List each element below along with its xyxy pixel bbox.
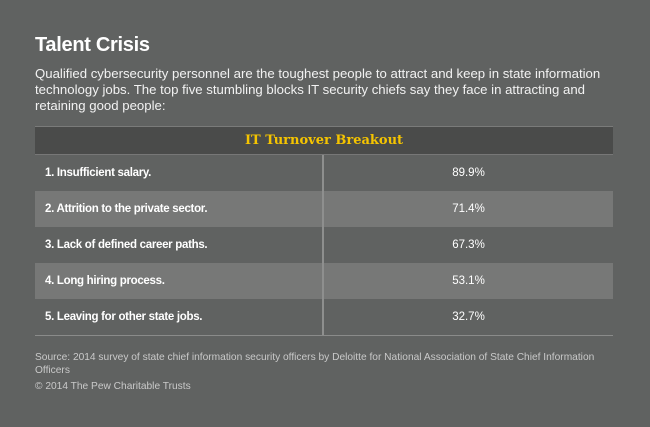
table-row: 3. Lack of defined career paths. 67.3% [35, 227, 613, 263]
turnover-table: IT Turnover Breakout 1. Insufficient sal… [35, 126, 613, 336]
row-label: 4. Long hiring process. [35, 263, 324, 299]
row-value: 32.7% [452, 311, 485, 323]
table-row: 2. Attrition to the private sector. 71.4% [35, 191, 613, 227]
row-label: 1. Insufficient salary. [35, 155, 324, 191]
table-row: 5. Leaving for other state jobs. 32.7% [35, 299, 613, 336]
table-row: 1. Insufficient salary. 89.9% [35, 155, 613, 191]
table-row: 4. Long hiring process. 53.1% [35, 263, 613, 299]
page-title: Talent Crisis [35, 34, 150, 56]
copyright: © 2014 The Pew Charitable Trusts [35, 381, 191, 392]
row-label: 3. Lack of defined career paths. [35, 227, 324, 263]
row-value: 53.1% [452, 275, 485, 287]
table-title: IT Turnover Breakout [35, 127, 613, 155]
row-label: 2. Attrition to the private sector. [35, 191, 324, 227]
row-label: 5. Leaving for other state jobs. [35, 299, 324, 335]
source-note: Source: 2014 survey of state chief infor… [35, 352, 595, 376]
row-value: 67.3% [452, 239, 485, 251]
subtitle: Qualified cybersecurity personnel are th… [35, 66, 601, 113]
row-value: 89.9% [452, 167, 485, 179]
row-value: 71.4% [452, 203, 485, 215]
